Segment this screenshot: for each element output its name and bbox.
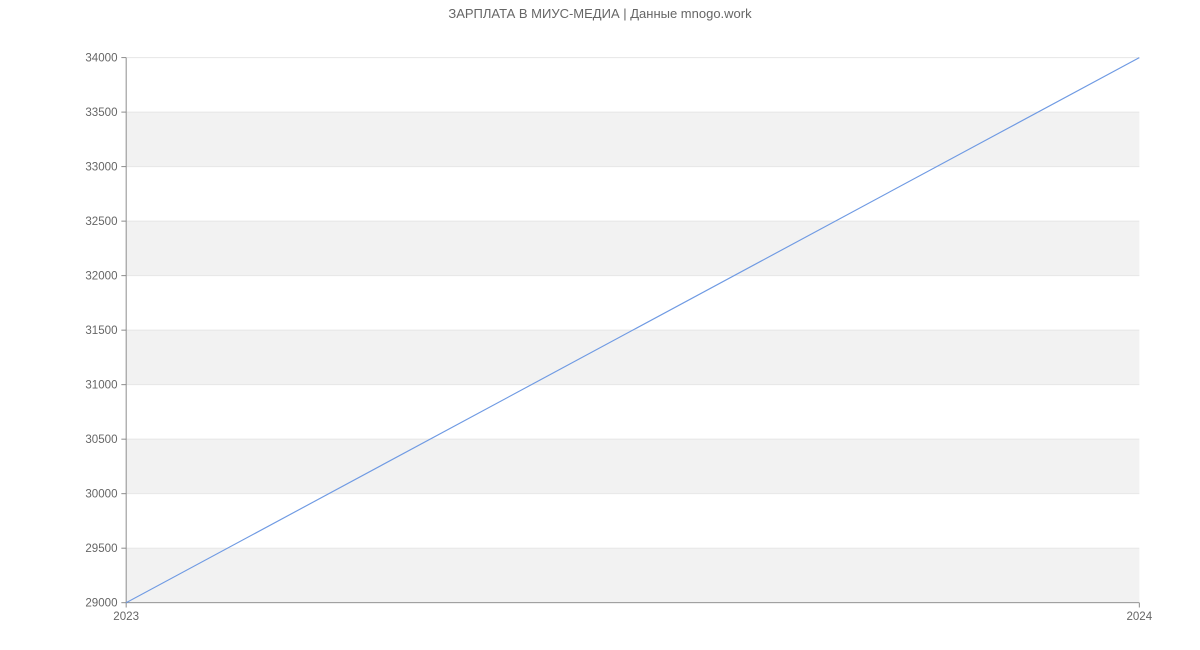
y-tick-label: 30500 — [85, 434, 117, 446]
y-tick-label: 34000 — [85, 52, 117, 64]
y-tick-label: 33000 — [85, 161, 117, 173]
grid-band — [126, 548, 1139, 603]
x-tick-label: 2024 — [1126, 611, 1152, 623]
grid-band — [126, 330, 1139, 385]
line-chart: 29000 29500 30000 30500 31000 31500 32000 32500… — [0, 21, 1200, 647]
y-tick-label: 31000 — [85, 380, 117, 392]
chart-title: ЗАРПЛАТА В МИУС-МЕДИА | Данные mnogo.wor… — [0, 6, 1200, 21]
y-tick-label: 32500 — [85, 216, 117, 228]
grid-band — [126, 221, 1139, 276]
y-tick-label: 33500 — [85, 107, 117, 119]
y-tick-label: 29000 — [85, 598, 117, 610]
x-tick-label: 2023 — [113, 611, 139, 623]
y-tick-label: 30000 — [85, 489, 117, 501]
grid-band — [126, 439, 1139, 494]
y-tick-label: 31500 — [85, 325, 117, 337]
y-tick-label: 32000 — [85, 270, 117, 282]
y-tick-label: 29500 — [85, 543, 117, 555]
